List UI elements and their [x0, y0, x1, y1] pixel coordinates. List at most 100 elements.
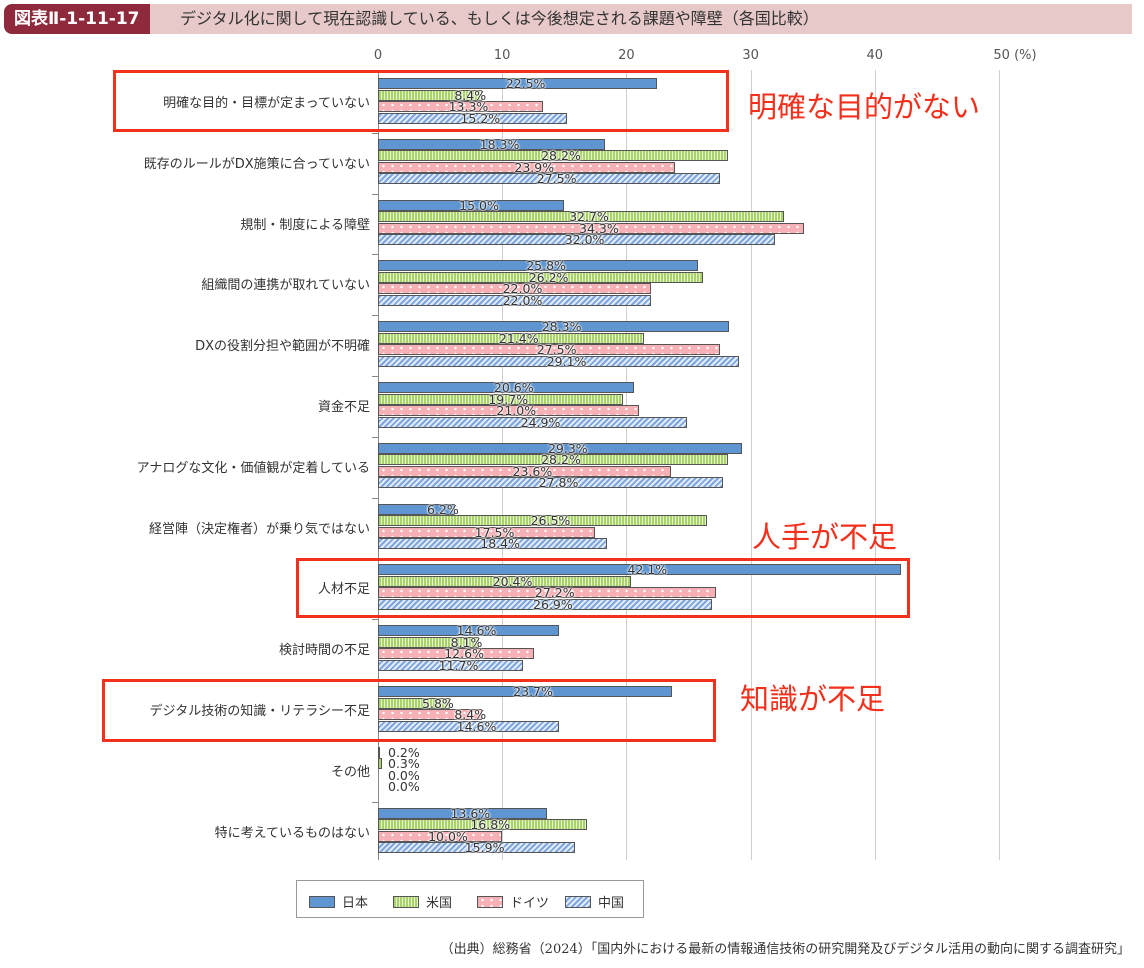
- value-label-germany: 22.0%: [502, 281, 543, 297]
- annotation-purpose: 明確な目的がない: [748, 90, 981, 124]
- y-tick: [372, 497, 378, 499]
- value-label-germany: 17.5%: [474, 524, 515, 540]
- value-label-us: 8.1%: [450, 634, 483, 650]
- annotation-staff: 人手が不足: [752, 520, 898, 554]
- category-label: アナログな文化・価値観が定着している: [136, 460, 370, 476]
- value-label-japan: 25.8%: [526, 258, 566, 274]
- value-label-japan: 15.0%: [459, 197, 499, 213]
- bar-japan: [378, 686, 673, 697]
- bar-germany: [378, 101, 544, 112]
- source-citation: （出典）総務省（2024）「国内外における最新の情報通信技術の研究開発及びデジタ…: [440, 942, 1130, 957]
- value-label-japan: 29.3%: [547, 440, 588, 456]
- bar-china: [378, 355, 740, 367]
- bar-china: [378, 842, 576, 854]
- y-tick: [372, 254, 378, 256]
- value-label-us: 0.3%: [388, 756, 420, 772]
- bar-us: [378, 271, 704, 283]
- value-label-china: 27.5%: [536, 171, 577, 187]
- value-label-china: 15.2%: [460, 110, 501, 126]
- x-tick-label: 50 (%): [993, 48, 1037, 63]
- x-tick-label: 0: [373, 48, 383, 63]
- bar-japan: [378, 321, 730, 333]
- value-label-germany: 0.0%: [388, 767, 420, 783]
- bar-us: [378, 211, 785, 223]
- gridline: [750, 70, 752, 860]
- x-tick-label: 30: [742, 48, 759, 63]
- value-label-japan: 20.6%: [493, 380, 534, 395]
- value-label-us: 28.2%: [541, 452, 581, 468]
- bar-china: [378, 538, 607, 550]
- bar-china: [378, 294, 652, 306]
- legend-swatch-us: [393, 895, 419, 908]
- value-label-germany: 13.3%: [448, 99, 489, 114]
- value-label-china: 32.0%: [564, 232, 605, 248]
- category-label: 既存のルールがDX施策に合っていない: [143, 156, 370, 172]
- category-label: 資金不足: [317, 400, 370, 415]
- legend-label-japan: 日本: [342, 896, 369, 911]
- bar-us: [378, 89, 483, 101]
- value-label-china: 18.4%: [480, 536, 520, 552]
- bar-china: [378, 477, 724, 489]
- value-label-china: 26.9%: [533, 596, 573, 612]
- value-label-japan: 14.6%: [456, 623, 497, 639]
- gridline: [874, 70, 876, 860]
- x-tick-label: 20: [618, 48, 635, 63]
- category-label: 組織間の連携が取れていない: [201, 278, 370, 294]
- value-label-germany: 21.0%: [496, 403, 537, 418]
- bar-us: [378, 332, 644, 344]
- bar-germany: [378, 405, 639, 416]
- legend-item-china: 中国: [565, 892, 624, 911]
- bar-germany: [378, 283, 652, 295]
- bar-japan: [378, 564, 901, 576]
- category-label: 明確な目的・目標が定まっていない: [163, 96, 370, 111]
- y-tick: [372, 376, 378, 377]
- category-label: デジタル技術の知識・リテラシー不足: [149, 704, 370, 719]
- gridline: [999, 70, 1000, 860]
- chart-title: デジタル化に関して現在認識している、もしくは今後想定される課題や障壁（各国比較）: [180, 9, 819, 28]
- y-tick: [372, 801, 378, 803]
- y-tick: [372, 132, 378, 134]
- value-label-germany: 34.3%: [579, 220, 619, 236]
- value-label-germany: 8.4%: [454, 707, 487, 722]
- value-label-japan: 28.3%: [541, 319, 582, 335]
- value-label-china: 27.8%: [538, 475, 579, 491]
- legend-swatch-china: [565, 895, 591, 908]
- bar-germany: [378, 648, 535, 660]
- legend-label-germany: ドイツ: [510, 896, 550, 911]
- bar-japan: [378, 260, 699, 272]
- value-label-japan: 22.5%: [505, 76, 546, 91]
- category-label: その他: [330, 764, 370, 780]
- y-tick: [372, 315, 378, 317]
- bar-japan: [378, 138, 606, 150]
- value-label-china: 11.7%: [438, 657, 479, 673]
- value-label-germany: 23.6%: [512, 463, 553, 479]
- bar-japan: [378, 78, 658, 89]
- bar-us: [378, 150, 729, 162]
- value-label-japan: 42.1%: [627, 562, 668, 578]
- highlight-box-purpose: [113, 70, 729, 132]
- value-label-china: 14.6%: [456, 718, 497, 734]
- value-label-germany: 27.5%: [536, 342, 577, 358]
- value-label-us: 8.4%: [454, 87, 487, 103]
- bar-china: [378, 720, 560, 732]
- bar-us: [378, 393, 623, 405]
- bar-japan: [378, 442, 742, 454]
- highlight-box-knowledge: [102, 679, 716, 742]
- bar-germany: [378, 526, 596, 538]
- category-label: DXの役割分担や範囲が不明確: [195, 339, 370, 355]
- value-label-us: 26.5%: [530, 513, 571, 529]
- bar-germany: [378, 465, 672, 477]
- bar-us: [378, 515, 708, 527]
- bar-japan: [378, 807, 547, 819]
- legend-item-japan: 日本: [309, 892, 368, 911]
- bar-japan: [378, 625, 560, 637]
- bar-japan: [378, 503, 455, 515]
- category-label: 規制・制度による障壁: [240, 217, 370, 233]
- value-label-us: 19.7%: [488, 391, 529, 407]
- y-tick: [372, 619, 378, 621]
- bar-china: [378, 234, 776, 246]
- bar-china: [378, 598, 713, 610]
- legend-item-us: 米国: [393, 892, 452, 911]
- bar-germany: [378, 587, 716, 599]
- value-label-china: 0.0%: [388, 779, 420, 795]
